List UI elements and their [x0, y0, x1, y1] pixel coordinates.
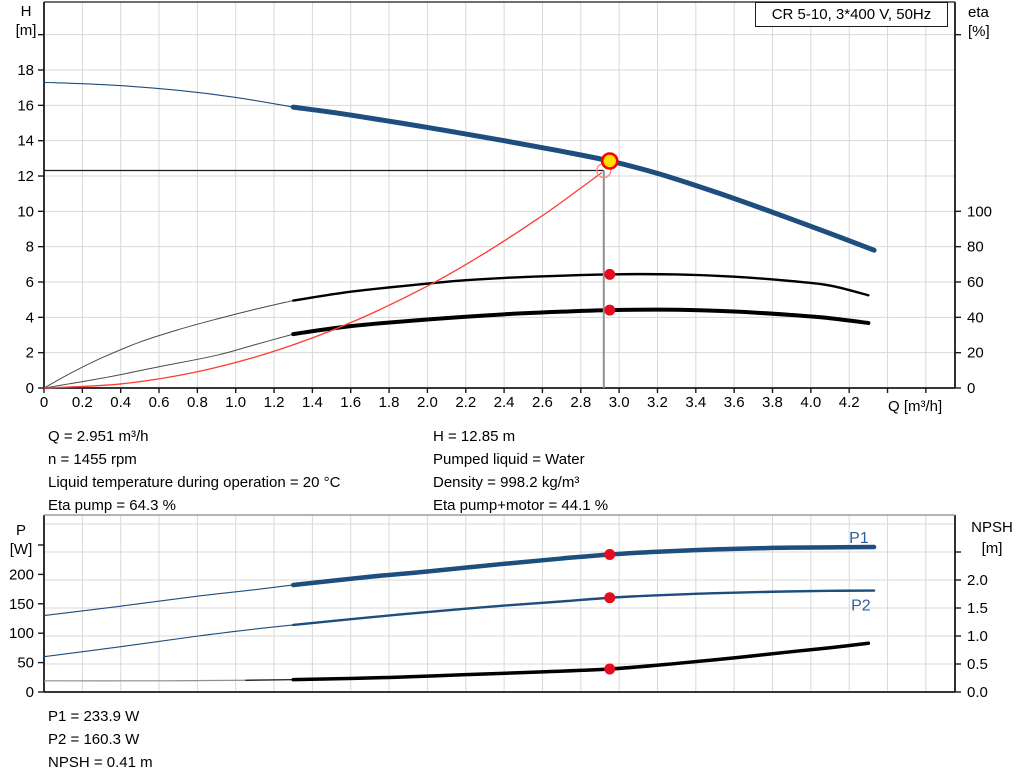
svg-text:40: 40	[967, 309, 984, 326]
svg-text:2.6: 2.6	[532, 394, 553, 411]
svg-text:8: 8	[26, 239, 34, 256]
q-axis-label: Q [m³/h]	[888, 398, 943, 415]
p-axis-unit: [W]	[9, 541, 33, 558]
npsh-axis-unit: [m]	[981, 540, 1003, 557]
svg-text:1.0: 1.0	[225, 394, 246, 411]
svg-text:0.4: 0.4	[110, 394, 131, 411]
p1-curve-thin	[43, 584, 294, 617]
annotation-p2: P2 = 160.3 W	[48, 731, 140, 748]
svg-text:16: 16	[17, 97, 34, 114]
svg-text:12: 12	[17, 168, 34, 185]
h-axis-unit: [m]	[15, 22, 37, 39]
svg-text:100: 100	[9, 625, 34, 642]
svg-text:3.0: 3.0	[609, 394, 630, 411]
svg-text:6: 6	[26, 274, 34, 291]
p-axis-label: P	[15, 522, 26, 539]
svg-text:4: 4	[26, 309, 34, 326]
svg-text:50: 50	[17, 655, 34, 672]
svg-text:18: 18	[17, 62, 34, 79]
svg-text:1.5: 1.5	[967, 600, 988, 617]
p1-dot	[604, 548, 616, 560]
annotation-n: n = 1455 rpm	[48, 451, 137, 468]
p1-label: P1	[849, 530, 869, 547]
annotation-q: Q = 2.951 m³/h	[48, 428, 149, 445]
pump-title-box: CR 5-10, 3*400 V, 50Hz	[755, 2, 948, 27]
annotation-h: H = 12.85 m	[433, 428, 516, 445]
eta-axis-label: eta	[968, 4, 989, 21]
annotation-eta-pump: Eta pump = 64.3 %	[48, 497, 176, 514]
p2-label: P2	[851, 598, 871, 615]
svg-text:2: 2	[26, 345, 34, 362]
annotation-p1: P1 = 233.9 W	[48, 708, 140, 725]
npsh-curve-thin	[43, 679, 246, 682]
svg-text:0.0: 0.0	[967, 684, 988, 701]
p2-dot	[604, 592, 616, 604]
eta-pump-motor-curve-thin	[43, 333, 294, 389]
svg-text:0.8: 0.8	[187, 394, 208, 411]
svg-text:0: 0	[967, 380, 975, 397]
svg-text:200: 200	[9, 566, 34, 583]
svg-text:1.6: 1.6	[340, 394, 361, 411]
svg-text:2.2: 2.2	[455, 394, 476, 411]
svg-text:0: 0	[26, 684, 34, 701]
svg-text:3.8: 3.8	[762, 394, 783, 411]
npsh-dot	[604, 663, 616, 675]
svg-text:1.4: 1.4	[302, 394, 323, 411]
svg-text:2.8: 2.8	[570, 394, 591, 411]
npsh-axis-label: NPSH	[971, 519, 1013, 536]
svg-text:2.4: 2.4	[494, 394, 515, 411]
svg-text:2.0: 2.0	[967, 572, 988, 589]
svg-text:4.2: 4.2	[839, 394, 860, 411]
duty-point-marker[interactable]	[600, 152, 619, 170]
hq-ticks: 0 0.2 0.4 0.6 0.8 1.0 1.2 1.4 1.6 1.8 2.0 2.2 2.4 2.6…	[17, 33, 992, 411]
svg-text:1.2: 1.2	[264, 394, 285, 411]
system-curve-thin	[43, 171, 603, 389]
svg-text:3.6: 3.6	[724, 394, 745, 411]
svg-text:80: 80	[967, 239, 984, 256]
svg-text:100: 100	[967, 203, 992, 220]
eta-pump-motor-dot	[604, 304, 616, 316]
npsh-curve-thin2	[245, 679, 294, 681]
npsh-curve	[291, 641, 871, 682]
p1-curve	[290, 544, 877, 588]
eta-axis-unit: [%]	[968, 23, 990, 40]
annotation-pumped-liquid: Pumped liquid = Water	[433, 451, 585, 468]
hq-axes	[43, 1, 956, 389]
head-curve-thin	[43, 81, 294, 108]
svg-text:20: 20	[967, 345, 984, 362]
annotation-density: Density = 998.2 kg/m³	[433, 474, 580, 491]
h-axis-label: H	[20, 3, 32, 20]
annotation-liquid-temp: Liquid temperature during operation = 20…	[48, 474, 341, 491]
power-npsh-ticks: 0 50 100 150 200 0.0 0.5 1.0 1.5 2.0	[9, 544, 988, 701]
head-curve	[290, 104, 877, 253]
power-npsh-axes	[43, 514, 956, 693]
eta-pump-dot	[604, 268, 616, 280]
pump-title: CR 5-10, 3*400 V, 50Hz	[771, 6, 932, 23]
svg-text:60: 60	[967, 274, 984, 291]
svg-text:10: 10	[17, 203, 34, 220]
svg-text:4.0: 4.0	[800, 394, 821, 411]
svg-text:3.4: 3.4	[685, 394, 706, 411]
svg-text:0.2: 0.2	[72, 394, 93, 411]
eta-pump-curve-thin	[43, 300, 294, 389]
svg-text:150: 150	[9, 596, 34, 613]
hq-grid	[44, 2, 955, 388]
power-npsh-grid	[44, 515, 955, 692]
svg-text:1.0: 1.0	[967, 628, 988, 645]
svg-text:0: 0	[26, 380, 34, 397]
svg-text:0: 0	[40, 394, 48, 411]
svg-text:2.0: 2.0	[417, 394, 438, 411]
svg-text:14: 14	[17, 133, 34, 150]
p2-curve-thin	[43, 624, 294, 658]
svg-text:1.8: 1.8	[379, 394, 400, 411]
annotation-eta-pump-motor: Eta pump+motor = 44.1 %	[433, 497, 609, 514]
svg-text:0.5: 0.5	[967, 656, 988, 673]
annotation-npsh: NPSH = 0.41 m	[48, 754, 153, 771]
svg-text:0.6: 0.6	[149, 394, 170, 411]
svg-text:3.2: 3.2	[647, 394, 668, 411]
